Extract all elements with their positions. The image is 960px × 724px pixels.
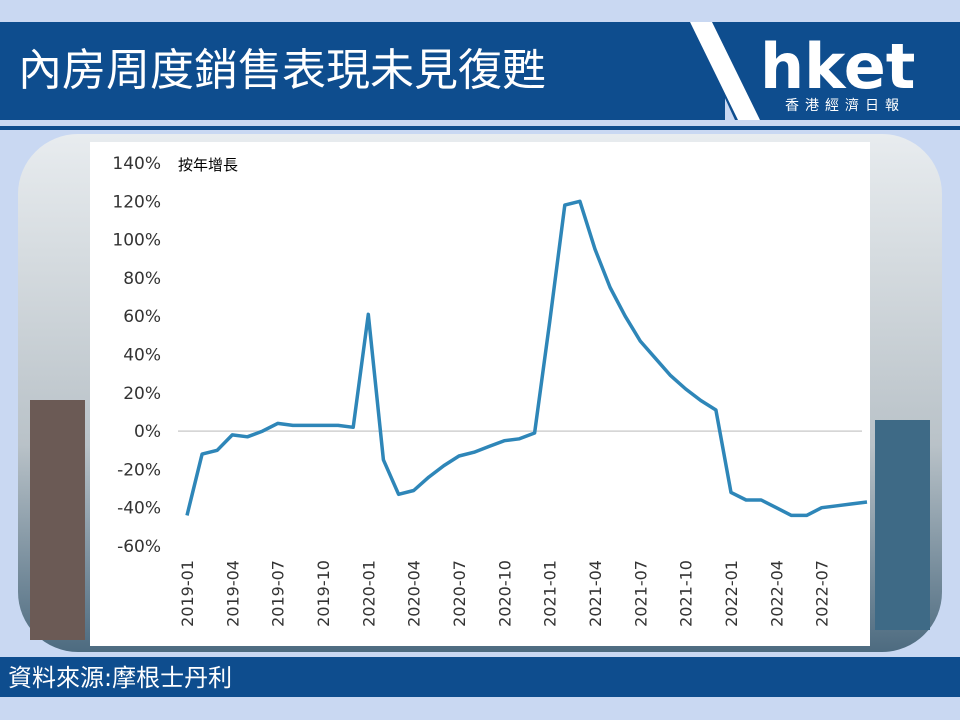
footer-bar — [0, 657, 960, 697]
title-bar — [0, 22, 725, 120]
y-tick-label: 20% — [123, 384, 161, 404]
y-tick-label: 100% — [112, 231, 161, 251]
building — [875, 420, 930, 630]
stripe — [690, 22, 760, 120]
logo: hket — [760, 30, 915, 103]
x-tick-label: 2019-01 — [178, 560, 197, 627]
y-tick-label: 0% — [134, 422, 161, 442]
x-tick-label: 2020-01 — [359, 560, 378, 627]
series-line — [185, 199, 868, 518]
y-label: 按年增長 — [178, 156, 238, 174]
logo-subtitle: 香港經濟日報 — [785, 98, 905, 114]
source: 資料來源:摩根士丹利 — [8, 664, 232, 692]
building — [30, 400, 85, 640]
title: 內房周度銷售表現未見復甦 — [18, 45, 546, 96]
x-tick-label: 2021-10 — [677, 560, 696, 627]
y-tick-label: 40% — [123, 346, 161, 366]
x-tick-label: 2020-04 — [405, 560, 424, 627]
x-tick-label: 2019-04 — [223, 560, 242, 627]
x-tick-label: 2020-10 — [495, 560, 514, 627]
x-tick-label: 2021-04 — [586, 560, 605, 627]
x-tick-label: 2021-07 — [631, 560, 650, 627]
chart-panel — [90, 142, 870, 646]
y-tick-label: 120% — [112, 192, 161, 212]
y-tick-label: 60% — [123, 307, 161, 327]
y-tick-label: -60% — [117, 537, 161, 557]
x-tick-label: 2019-10 — [314, 560, 333, 627]
y-tick-label: -40% — [117, 499, 161, 519]
x-tick-label: 2021-01 — [541, 560, 560, 627]
logo-bar — [690, 22, 960, 120]
x-tick-label: 2019-07 — [269, 560, 288, 627]
y-tick-label: 80% — [123, 269, 161, 289]
x-tick-label: 2022-07 — [813, 560, 832, 627]
divider — [0, 126, 960, 130]
x-tick-label: 2020-07 — [450, 560, 469, 627]
chart: -60% -40% -20% 0% 20% 40% 60% 80% 100% 120% 140% 按年… — [112, 154, 868, 627]
y-tick-label: -20% — [117, 460, 161, 480]
y-tick-label: 140% — [112, 154, 161, 174]
x-tick-label: 2022-04 — [767, 560, 786, 627]
x-tick-label: 2022-01 — [722, 560, 741, 627]
